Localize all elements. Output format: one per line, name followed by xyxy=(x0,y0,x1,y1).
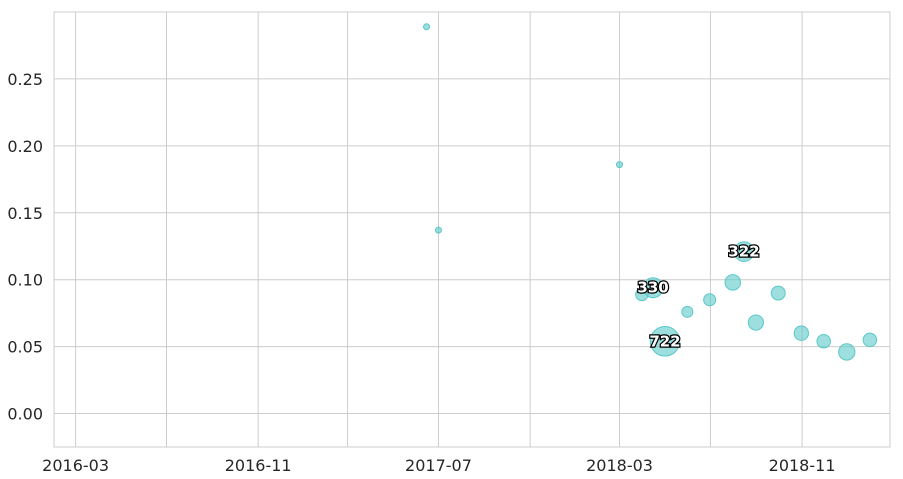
data-point xyxy=(703,293,717,307)
x-tick-label: 2018-03 xyxy=(586,456,653,475)
y-tick-label: 0.15 xyxy=(7,204,43,223)
y-tick-label: 0.05 xyxy=(7,338,43,357)
data-labels: 330 722 322 xyxy=(636,241,761,351)
data-point xyxy=(434,226,442,234)
data-point xyxy=(793,325,810,341)
data-point xyxy=(733,241,755,262)
x-tick-label: 2016-11 xyxy=(225,456,292,475)
data-label: 722 xyxy=(649,332,680,350)
data-point xyxy=(816,334,831,349)
plot-area-frame xyxy=(53,11,891,448)
data-point xyxy=(616,161,624,169)
y-tick-label: 0.25 xyxy=(7,70,43,89)
x-tick-label: 2017-07 xyxy=(405,456,472,475)
data-point xyxy=(838,343,856,361)
x-tick-label: 2018-11 xyxy=(769,456,836,475)
data-point xyxy=(747,314,764,331)
data-point xyxy=(862,332,878,348)
data-label: 330 xyxy=(637,279,668,297)
x-axis-tick-labels: 2016-03 2016-11 2017-07 2018-03 2018-11 xyxy=(42,456,835,475)
data-point xyxy=(724,274,742,291)
data-point xyxy=(642,277,664,299)
y-tick-label: 0.00 xyxy=(7,405,43,424)
data-label: 322 xyxy=(728,243,759,261)
y-tick-label: 0.10 xyxy=(7,271,43,290)
data-point xyxy=(649,325,681,357)
y-axis-tick-labels: 0.00 0.05 0.10 0.15 0.20 0.25 xyxy=(7,70,43,424)
data-point xyxy=(770,285,786,301)
x-tick-label: 2016-03 xyxy=(42,456,109,475)
grid xyxy=(54,12,890,447)
data-point xyxy=(681,305,694,318)
data-point xyxy=(423,23,431,31)
data-points xyxy=(423,23,878,361)
y-tick-label: 0.20 xyxy=(7,137,43,156)
